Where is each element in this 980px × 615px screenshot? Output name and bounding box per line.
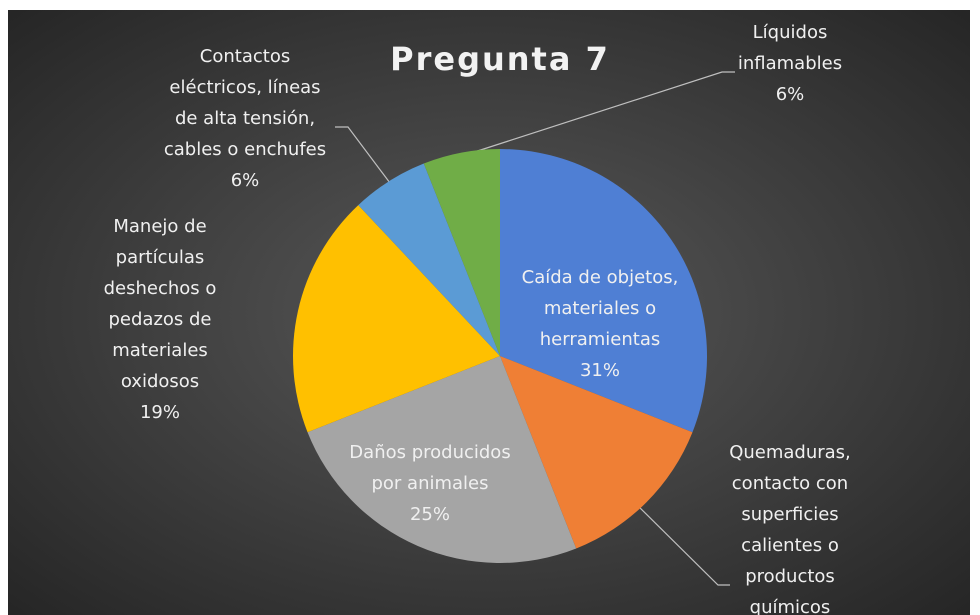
value-label: 6% <box>231 170 260 191</box>
leader-line <box>461 71 735 157</box>
value-label: 6% <box>776 84 805 105</box>
pie-slice <box>500 356 693 549</box>
value-label: 25% <box>410 504 450 525</box>
leader-line <box>335 126 391 184</box>
slice-label: Líquidos inflamables <box>738 22 842 74</box>
chart-title: Pregunta 7 <box>390 40 610 78</box>
slice-label: Daños producidos por animales <box>349 442 510 494</box>
pie-slice <box>293 205 500 433</box>
value-label: 19% <box>140 402 180 423</box>
slice-label: Caída de objetos, materiales o herramienta… <box>522 267 679 350</box>
pie-slice <box>358 163 500 356</box>
pie-slice <box>500 149 707 433</box>
labels: Caída de objetos, materiales o herramienta… <box>104 22 851 615</box>
slice-label: Contactos eléctricos, líneas de alta tensi… <box>164 46 326 160</box>
leader-line <box>629 497 730 586</box>
value-label: 31% <box>580 360 620 381</box>
slice-label: Quemaduras, contacto con superficies calien… <box>729 442 851 615</box>
slice-label: Manejo de partículas deshechos o pedazos de… <box>104 216 217 392</box>
pie-slice <box>307 356 577 563</box>
leader-lines <box>335 71 735 586</box>
pie-slice <box>423 149 500 356</box>
